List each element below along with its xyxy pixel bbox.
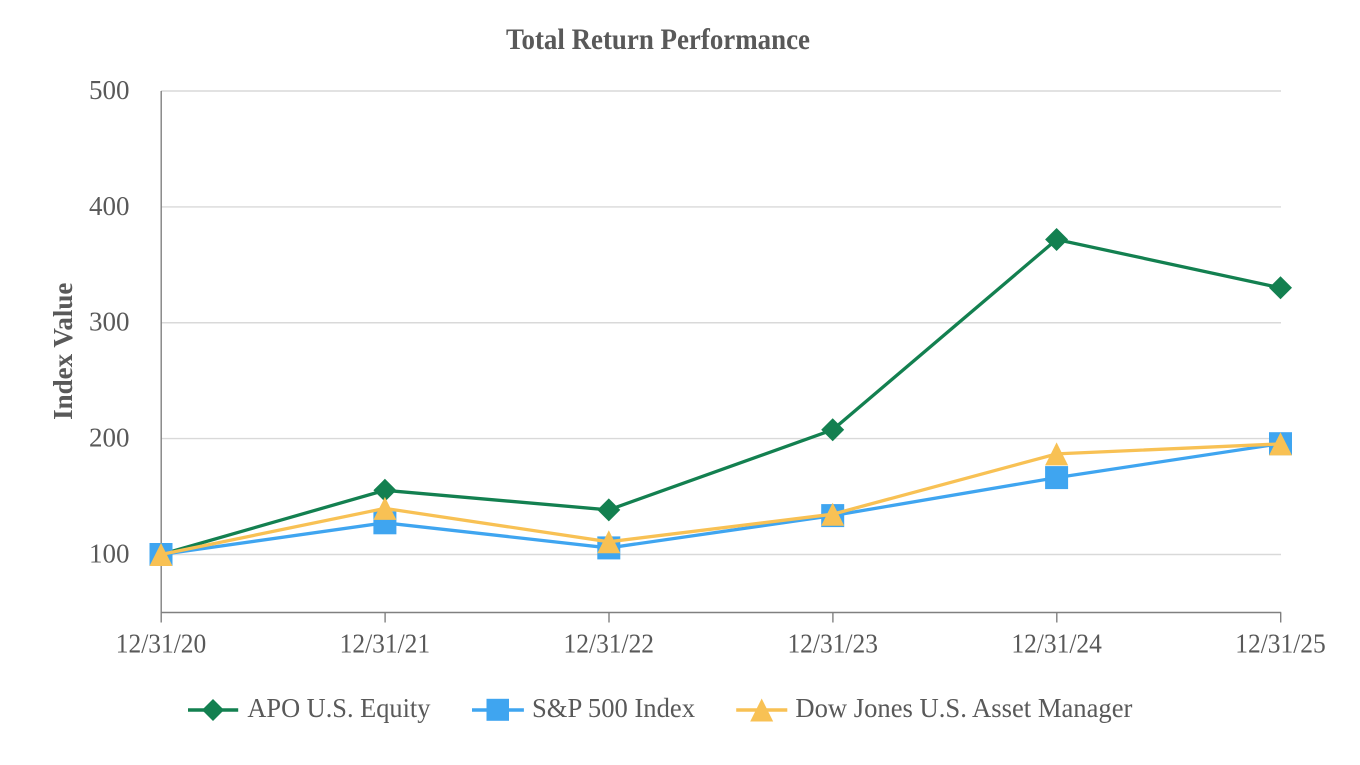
svg-text:100: 100 bbox=[89, 538, 130, 568]
svg-text:12/31/24: 12/31/24 bbox=[1011, 628, 1102, 658]
svg-text:Dow Jones U.S. Asset Manager: Dow Jones U.S. Asset Manager bbox=[795, 693, 1132, 723]
svg-text:Index Value: Index Value bbox=[48, 283, 78, 420]
svg-text:Total Return Performance: Total Return Performance bbox=[506, 23, 810, 56]
svg-text:300: 300 bbox=[89, 307, 130, 337]
svg-text:500: 500 bbox=[89, 75, 130, 105]
svg-text:12/31/21: 12/31/21 bbox=[340, 628, 431, 658]
svg-text:S&P 500 Index: S&P 500 Index bbox=[532, 693, 695, 723]
svg-text:12/31/20: 12/31/20 bbox=[116, 628, 207, 658]
svg-text:400: 400 bbox=[89, 191, 130, 221]
svg-text:12/31/23: 12/31/23 bbox=[787, 628, 878, 658]
svg-text:200: 200 bbox=[89, 423, 130, 453]
svg-text:12/31/22: 12/31/22 bbox=[564, 628, 655, 658]
svg-text:APO U.S. Equity: APO U.S. Equity bbox=[247, 693, 430, 723]
svg-text:12/31/25: 12/31/25 bbox=[1235, 628, 1326, 658]
